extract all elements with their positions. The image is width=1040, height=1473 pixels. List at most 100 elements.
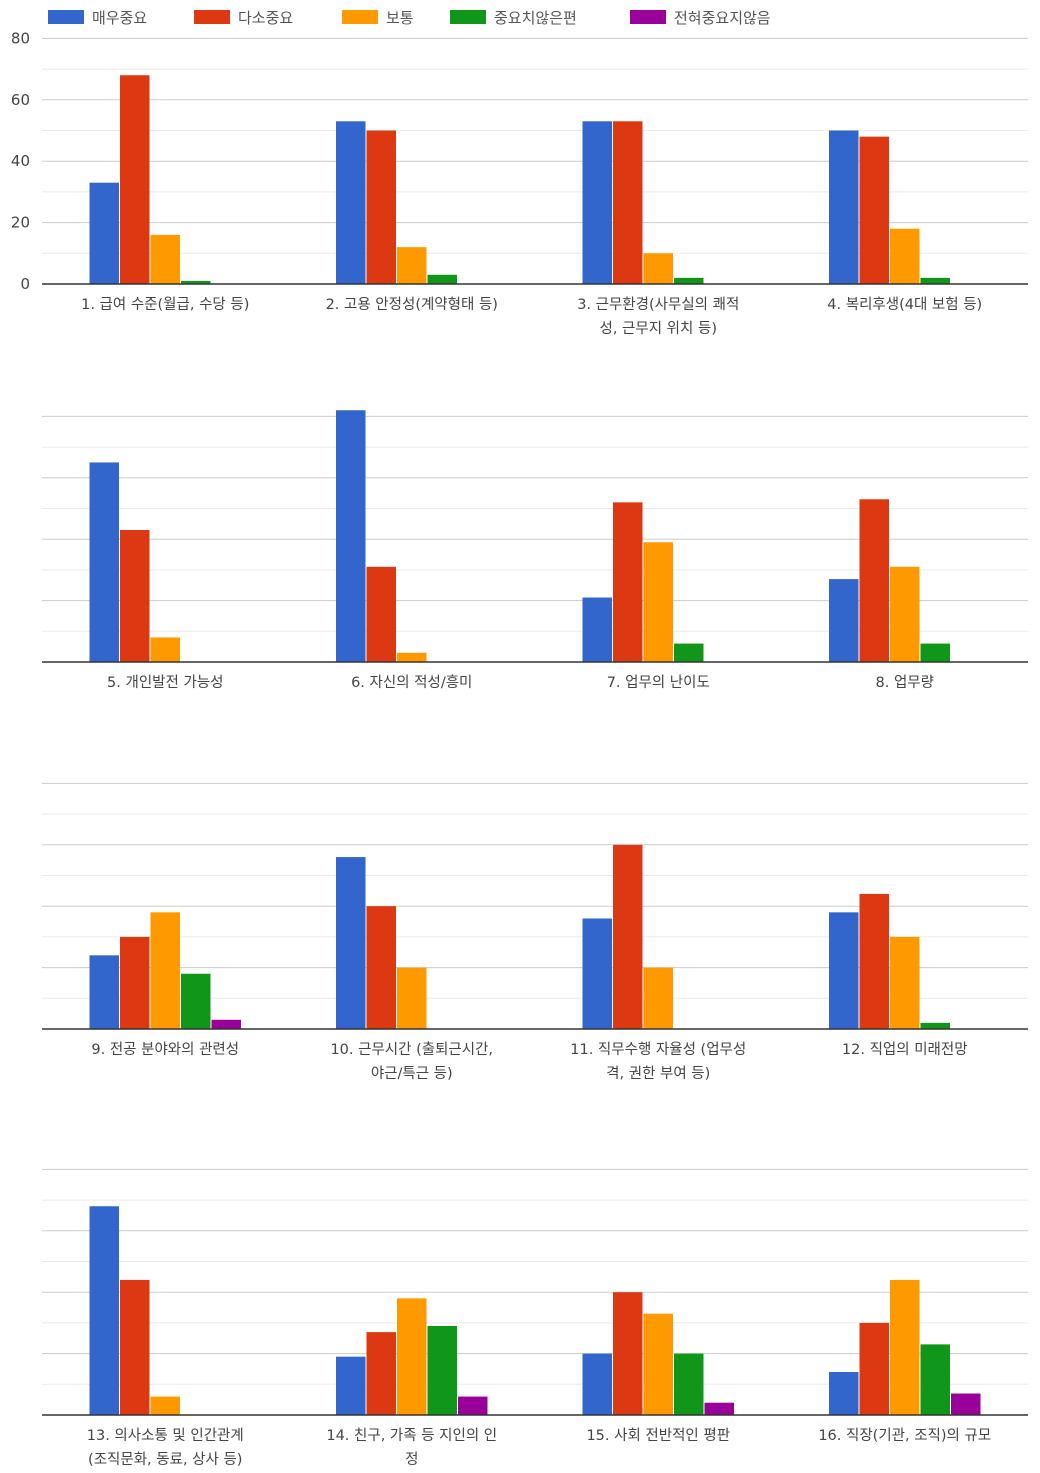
bar-c1-s1 [89,182,119,284]
legend-label-2: 다소중요 [238,9,293,27]
category-label: 3. 근무환경(사무실의 쾌적 [577,296,739,313]
bar-c14-s2 [366,1332,396,1415]
bar-c15-s2 [613,1292,643,1415]
bar-c9-s3 [150,912,180,1029]
category-label: 격, 권한 부여 등) [606,1065,710,1082]
y-tick-label: 40 [11,152,30,170]
bar-c12-s1 [829,912,859,1029]
bar-c3-s3 [643,253,673,284]
bar-c16-s2 [859,1322,889,1415]
bar-c15-s4 [674,1353,704,1415]
bar-c7-s3 [643,542,673,662]
legend-swatch-1 [48,10,84,24]
bar-c13-s1 [89,1206,119,1415]
category-label: 14. 친구, 가족 등 지인의 인 [326,1427,497,1444]
bar-c7-s1 [582,597,612,662]
bar-c3-s2 [613,121,643,284]
bar-c16-s3 [890,1279,920,1415]
bar-c13-s2 [120,1279,150,1415]
category-label: 10. 근무시간 (출퇴근시간, [330,1041,493,1058]
category-label: 12. 직업의 미래전망 [842,1041,968,1058]
bar-c12-s3 [890,936,920,1029]
category-label: (조직문화, 동료, 상사 등) [88,1451,242,1468]
category-label: 1. 급여 수준(월급, 수당 등) [81,296,249,313]
bar-c4-s1 [829,130,859,284]
bar-c1-s2 [120,75,150,285]
category-label: 야근/특근 등) [371,1065,453,1082]
category-label: 성, 근무지 위치 등) [600,320,717,337]
category-label: 정 [405,1451,418,1468]
bar-c12-s2 [859,893,889,1029]
bar-c16-s4 [920,1344,950,1415]
bar-c10-s3 [397,967,427,1029]
chart-panel-4: 13. 의사소통 및 인간관계 (조직문화, 동료, 상사 등) 14. 친구, 가… [42,1168,1028,1468]
bar-c10-s2 [366,906,396,1029]
bar-c5-s3 [150,637,180,662]
bar-c9-s4 [181,973,211,1029]
bar-c16-s5 [951,1393,981,1415]
category-label: 13. 의사소통 및 인간관계 [87,1427,244,1444]
bar-c6-s1 [336,410,366,662]
chart-panel-3: 9. 전공 분야와의 관련성 10. 근무시간 (출퇴근시간, 야근/특근 등) 11… [42,782,1028,1082]
legend-label-5: 전혀중요지않음 [674,9,771,27]
bar-c6-s2 [366,566,396,662]
bar-c5-s1 [89,462,119,662]
y-tick-label: 60 [11,91,30,109]
bar-c5-s2 [120,529,150,662]
category-label: 11. 직무수행 자율성 (업무성 [570,1041,746,1058]
legend-swatch-5 [630,10,666,24]
y-tick-label: 20 [11,214,30,232]
category-label: 4. 복리후생(4대 보험 등) [827,296,982,313]
bar-c11-s3 [643,967,673,1029]
bar-c1-s4 [181,280,211,284]
category-label: 16. 직장(기관, 조직)의 규모 [818,1427,991,1444]
bar-c15-s1 [582,1353,612,1415]
chart-panel-2: 5. 개인발전 가능성 6. 자신의 적성/흥미 7. 업무의 난이도 8. 업무량 [42,410,1028,691]
bar-c7-s2 [613,502,643,662]
y-tick-label: 0 [20,275,30,293]
bar-c9-s1 [89,955,119,1029]
category-label: 6. 자신의 적성/흥미 [351,673,472,691]
bar-c8-s1 [829,579,859,662]
bar-c4-s3 [890,228,920,284]
bar-c10-s1 [336,857,366,1029]
bar-c8-s2 [859,499,889,662]
bar-c4-s2 [859,136,889,284]
bar-c9-s2 [120,936,150,1029]
bar-c6-s3 [397,652,427,662]
bar-c8-s3 [890,566,920,662]
bar-c15-s5 [704,1402,734,1415]
bar-c11-s1 [582,918,612,1029]
bar-c2-s3 [397,247,427,284]
category-label: 5. 개인발전 가능성 [107,674,223,691]
y-tick-label: 80 [11,29,30,47]
bar-c14-s5 [458,1396,488,1415]
bar-c8-s4 [920,643,950,662]
legend-swatch-4 [450,10,486,24]
category-label: 9. 전공 분야와의 관련성 [91,1041,239,1058]
bar-c9-s5 [211,1019,241,1029]
legend-swatch-3 [342,10,378,24]
legend-label-3: 보통 [386,9,414,27]
category-label: 2. 고용 안정성(계약형태 등) [326,296,498,313]
legend-label-4: 중요치않은편 [494,9,577,27]
bar-c16-s1 [829,1372,859,1415]
bar-c4-s4 [920,277,950,284]
bar-c3-s1 [582,121,612,284]
legend: 매우중요 다소중요 보통 중요치않은편 전혀중요지않음 [48,9,771,27]
category-label: 15. 사회 전반적인 평판 [586,1427,730,1444]
chart-panel-1: 0 20 40 60 80 1. 급여 수준(월급, 수당 등) 2. 고용 안정성(계약형… [11,29,1028,337]
category-label: 8. 업무량 [876,674,934,691]
bar-c14-s4 [427,1325,457,1415]
bar-c15-s3 [643,1313,673,1415]
bar-c7-s4 [674,643,704,662]
bar-c14-s1 [336,1356,366,1415]
legend-swatch-2 [194,10,230,24]
bar-c3-s4 [674,277,704,284]
bar-c2-s2 [366,130,396,284]
category-label: 7. 업무의 난이도 [607,674,710,691]
legend-label-1: 매우중요 [92,9,147,27]
bar-c1-s3 [150,234,180,284]
bar-c14-s3 [397,1298,427,1415]
